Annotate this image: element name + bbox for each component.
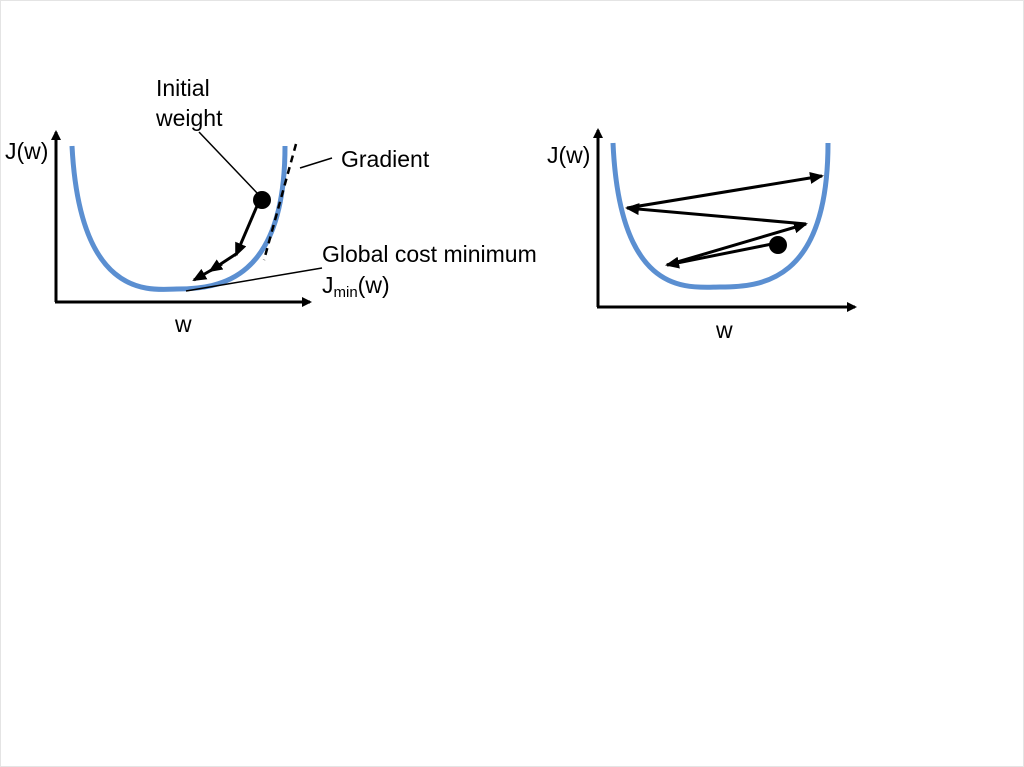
global-min-leader bbox=[185, 267, 323, 292]
global-min-label: Global cost minimum bbox=[322, 241, 537, 267]
initial-weight-label-line1: Initial bbox=[156, 75, 210, 101]
initial-weight-ball bbox=[253, 191, 271, 209]
left-y-axis-label: J(w) bbox=[5, 138, 49, 164]
jmin-tail: (w) bbox=[357, 272, 390, 298]
right-panel bbox=[593, 128, 857, 312]
right-cost-curve bbox=[610, 142, 831, 290]
left-x-axis-label: w bbox=[175, 311, 192, 337]
gradient-label: Gradient bbox=[341, 146, 430, 172]
overshoot-arrow bbox=[666, 221, 808, 267]
overshoot-start-ball bbox=[769, 236, 787, 254]
overshoot-arrow bbox=[665, 242, 773, 269]
initial-weight-label-line2: weight bbox=[156, 105, 223, 131]
initial-weight-leader bbox=[198, 131, 259, 195]
jmin-subscript: min bbox=[333, 284, 358, 301]
left-panel bbox=[51, 130, 333, 307]
descent-step-arrow bbox=[192, 262, 223, 282]
gradient-tangent-line bbox=[262, 143, 298, 261]
gradient-leader bbox=[299, 157, 333, 169]
overshoot-arrow bbox=[626, 172, 824, 210]
jmin-main: J bbox=[322, 272, 334, 298]
right-x-axis-label: w bbox=[716, 317, 733, 343]
left-cost-curve bbox=[69, 145, 288, 292]
jmin-label: Jmin(w) bbox=[322, 271, 390, 301]
overshoot-arrow bbox=[625, 203, 807, 226]
descent-step-arrow bbox=[234, 205, 259, 257]
right-y-axis-label: J(w) bbox=[547, 142, 591, 168]
